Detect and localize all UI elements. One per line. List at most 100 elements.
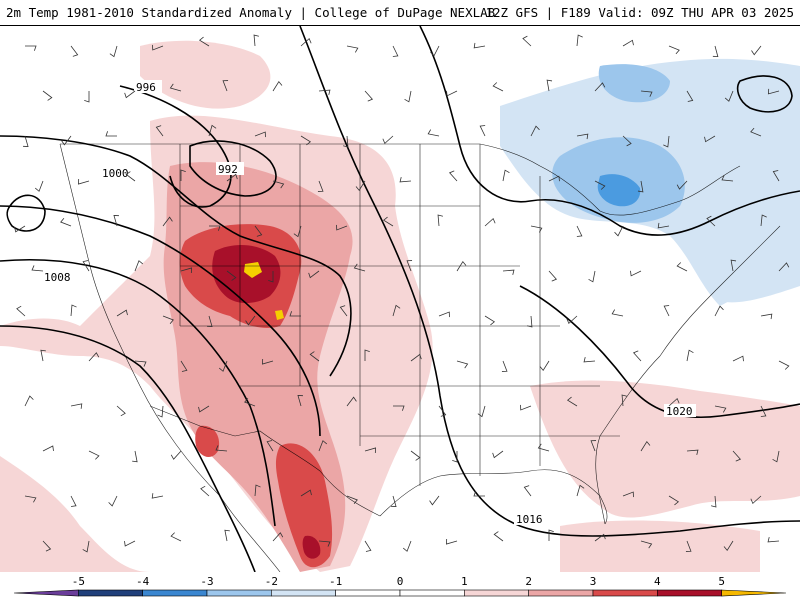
wind-barb: [109, 45, 118, 58]
wind-barb: [300, 37, 312, 47]
isobar-1004: [0, 205, 321, 437]
wind-barb: [576, 225, 583, 237]
wind-barb: [686, 449, 699, 455]
wind-barb: [254, 225, 263, 237]
wind-barb: [24, 395, 34, 407]
wind-barb: [382, 135, 394, 145]
wind-barb: [392, 304, 401, 317]
wind-barb: [82, 260, 90, 272]
wind-barb: [704, 135, 716, 143]
isobar-west-low: [6, 194, 46, 232]
atlantic-coastline: [595, 225, 781, 525]
wind-barb: [297, 394, 303, 407]
isobar-1000: [0, 135, 352, 377]
isobar-992: [189, 140, 277, 197]
wind-barb: [215, 445, 228, 452]
wind-barb: [640, 540, 653, 549]
wind-barb: [429, 495, 440, 506]
wind-barb: [272, 180, 285, 189]
anomaly-map: 996 1000 992 1008 1020 1016: [0, 26, 800, 572]
wind-barb: [170, 532, 182, 542]
wind-barb: [484, 315, 496, 326]
wind-barb: [479, 125, 486, 137]
wind-barb: [685, 540, 692, 552]
colorbar-segment: [271, 589, 336, 597]
wind-barb: [772, 170, 780, 182]
isobar-1008: [0, 258, 276, 527]
colorbar-tick-labels: -5 -4 -3 -2 -1 0 1 2 3 4 5: [72, 575, 725, 588]
isobar-1012: [0, 325, 256, 572]
wind-barb: [537, 443, 550, 452]
wind-barb: [40, 349, 46, 362]
wind-barb: [686, 349, 694, 362]
wind-barb: [24, 495, 37, 503]
wind-barb: [456, 360, 469, 369]
wind-barbs: [14, 34, 790, 553]
isobar-1020: [519, 285, 800, 419]
wind-barb: [317, 180, 324, 192]
wind-barb: [42, 90, 53, 101]
wind-barb: [132, 450, 138, 463]
wind-barb: [208, 124, 217, 137]
wind-barb: [346, 495, 358, 505]
wind-barb: [355, 180, 366, 192]
wind-barb: [676, 262, 688, 272]
wind-barb: [162, 315, 174, 325]
warm-strong-region-south: [275, 443, 333, 568]
wind-barb: [576, 133, 589, 140]
wind-barb: [70, 403, 83, 409]
wind-barb: [721, 175, 734, 182]
wind-barb: [668, 397, 680, 407]
wind-barb: [430, 45, 440, 57]
wind-barb: [300, 135, 312, 146]
cold-strong-region: [597, 174, 641, 207]
wind-barb: [548, 529, 554, 541]
colorbar-segment: [592, 589, 658, 597]
wind-barb: [520, 404, 532, 411]
wind-barb: [382, 216, 394, 227]
wind-barb: [576, 484, 585, 497]
wind-barb: [364, 540, 372, 552]
wind-barb: [473, 491, 485, 497]
colorbar-tick-label: -4: [136, 575, 150, 588]
wind-barb: [594, 533, 606, 542]
colorbar-tick-label: -3: [200, 575, 213, 588]
wind-barb: [732, 450, 742, 462]
wind-barb: [209, 225, 221, 231]
warm-strong-region-baja: [195, 425, 220, 458]
colorbar-segment: [657, 589, 722, 597]
wind-barb: [14, 225, 26, 233]
wind-barb: [180, 169, 186, 181]
wind-barb: [640, 440, 651, 452]
wind-barb: [318, 440, 328, 452]
isobar-label-1000: 1000: [102, 167, 129, 180]
wind-barb: [34, 180, 44, 192]
wind-barb: [614, 225, 624, 237]
wind-barb: [767, 88, 780, 95]
wind-barb: [391, 495, 397, 508]
wind-barb: [668, 495, 680, 506]
colorbar-segment: [528, 589, 594, 597]
wind-barb: [404, 90, 412, 103]
wind-barb: [714, 405, 727, 413]
wind-barb: [393, 405, 405, 411]
wind-barb: [134, 260, 144, 272]
wind-barb: [293, 225, 302, 238]
wind-barb: [438, 311, 450, 318]
colorbar-tick-label: 4: [654, 575, 661, 588]
wind-barb: [760, 313, 773, 320]
us-mexico-border: [149, 405, 381, 517]
wind-barb: [539, 360, 550, 372]
wind-barb: [245, 315, 256, 326]
political-boundaries: [59, 143, 781, 572]
wind-barb: [254, 131, 266, 138]
colorbar-tick-label: 3: [590, 575, 597, 588]
colorbar-segment: [721, 589, 787, 597]
wind-barb: [125, 171, 136, 182]
header-bar: 2m Temp 1981-2010 Standardized Anomaly |…: [0, 0, 800, 26]
wind-barb: [637, 180, 644, 193]
wind-barb: [170, 450, 182, 460]
wind-barb: [730, 259, 737, 272]
wind-barb: [501, 360, 508, 372]
wind-barb: [289, 311, 301, 317]
